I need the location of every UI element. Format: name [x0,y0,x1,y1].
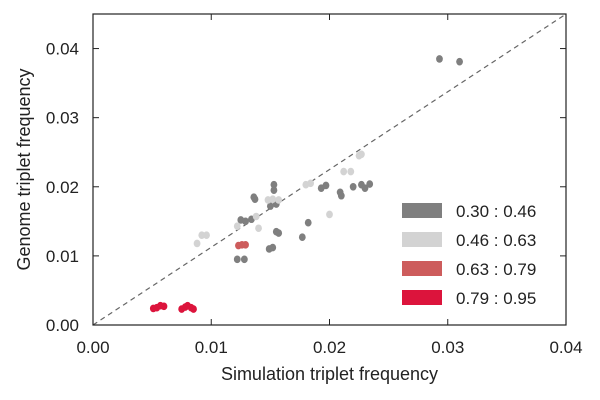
data-point [242,241,249,249]
data-point [361,184,369,192]
data-point [233,255,241,264]
legend-label: 0.79 : 0.95 [456,289,536,308]
data-point [203,231,210,239]
data-point [193,239,201,248]
data-point [252,212,260,221]
legend-label: 0.46 : 0.63 [456,231,536,250]
y-tick-label: 0.00 [46,316,79,335]
legend: 0.30 : 0.46 0.46 : 0.63 0.63 : 0.79 0.79 : … [402,202,536,308]
data-point [436,55,443,63]
x-axis-title: Simulation triplet frequency [221,364,438,384]
legend-label: 0.63 : 0.79 [456,260,536,279]
x-tick-label: 0.03 [431,338,464,357]
x-tick-label: 0.02 [313,338,346,357]
legend-swatch [402,232,442,247]
data-point [255,224,262,233]
data-point [251,195,259,204]
data-point [270,180,278,189]
reference-line-layer [92,13,567,326]
data-point [275,229,283,237]
data-point [326,210,333,219]
data-point [198,231,206,239]
y-tick-label: 0.04 [46,40,79,59]
data-point [337,191,345,200]
y-tick-label: 0.01 [46,247,79,266]
reference-line [92,13,567,326]
data-point [347,167,355,176]
data-point [242,217,249,226]
data-point [240,255,248,264]
y-axis-title: Genome triplet frequency [14,68,34,270]
data-point [298,233,306,242]
x-tick-label: 0.00 [76,338,109,357]
legend-swatch [402,290,442,305]
data-point [366,180,374,188]
data-point [340,167,348,176]
data-point [270,186,278,195]
y-tick-label: 0.03 [46,109,79,128]
data-point [266,202,274,210]
data-point [190,305,197,313]
data-point [269,195,277,204]
legend-swatch [402,261,442,276]
ticks-layer: 0.00 0.01 0.02 0.03 0.04 0.00 0.01 0.02 0.03 0.04 [46,14,583,357]
x-tick-label: 0.01 [195,338,228,357]
x-tick-label: 0.04 [549,338,582,357]
legend-label: 0.30 : 0.46 [456,202,536,221]
data-point [233,222,241,230]
data-point [349,182,357,191]
points-layer [149,55,463,313]
y-tick-label: 0.02 [46,178,79,197]
data-point [269,243,277,252]
data-point [307,179,314,188]
data-point [456,57,463,66]
data-point [160,302,168,311]
data-point [322,181,330,190]
legend-swatch [402,203,442,218]
data-point [358,150,365,159]
data-point [275,196,283,204]
data-point [304,218,312,227]
